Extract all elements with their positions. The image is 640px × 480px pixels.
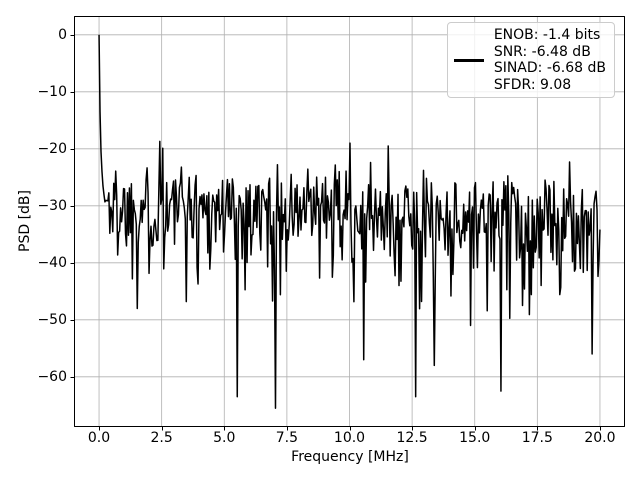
- x-tick-label: 15.0: [459, 430, 491, 446]
- y-tick-label: 0: [58, 26, 67, 43]
- legend-sinad: SINAD: -6.68 dB: [493, 60, 606, 76]
- x-tick-label: 20.0: [584, 430, 616, 446]
- x-tick-label: 7.5: [275, 430, 299, 446]
- x-tick-label: 0.0: [87, 430, 111, 446]
- legend-snr: SNR: -6.48 dB: [493, 43, 591, 60]
- y-tick-label: −10: [37, 83, 67, 100]
- legend: ENOB: -1.4 bits SNR: -6.48 dB SINAD: -6.…: [446, 22, 615, 98]
- legend-line-sample: [453, 58, 484, 62]
- x-tick-label: 2.5: [150, 430, 173, 446]
- y-tick-label: −30: [37, 197, 67, 214]
- x-tick-label: 17.5: [521, 430, 553, 446]
- legend-enob: ENOB: -1.4 bits: [493, 27, 601, 43]
- x-axis-label: Frequency [MHz]: [291, 449, 409, 465]
- x-tick-label: 10.0: [333, 430, 366, 446]
- y-tick-label: −40: [37, 254, 67, 271]
- y-tick-label: −50: [37, 311, 67, 328]
- y-tick-label: −60: [37, 368, 67, 385]
- x-tick-label: 5.0: [213, 430, 236, 446]
- legend-labels: ENOB: -1.4 bits SNR: -6.48 dB SINAD: -6.…: [494, 27, 606, 93]
- x-tick-label: 12.5: [396, 430, 428, 446]
- legend-sfdr: SFDR: 9.08: [493, 76, 572, 93]
- y-tick-label: −20: [37, 140, 67, 157]
